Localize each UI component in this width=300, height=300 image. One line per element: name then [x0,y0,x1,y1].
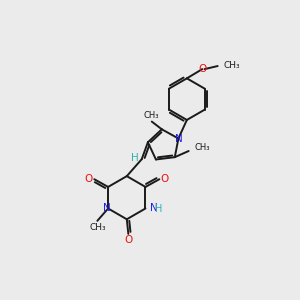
Text: CH₃: CH₃ [143,111,159,120]
Text: N: N [150,203,158,214]
Text: CH₃: CH₃ [89,223,106,232]
Text: N: N [175,134,183,143]
Text: H: H [131,153,139,163]
Text: O: O [198,64,206,74]
Text: O: O [85,174,93,184]
Text: N: N [103,203,110,213]
Text: H: H [155,204,163,214]
Text: O: O [160,174,169,184]
Text: O: O [124,235,133,245]
Text: CH₃: CH₃ [195,143,210,152]
Text: CH₃: CH₃ [223,61,240,70]
